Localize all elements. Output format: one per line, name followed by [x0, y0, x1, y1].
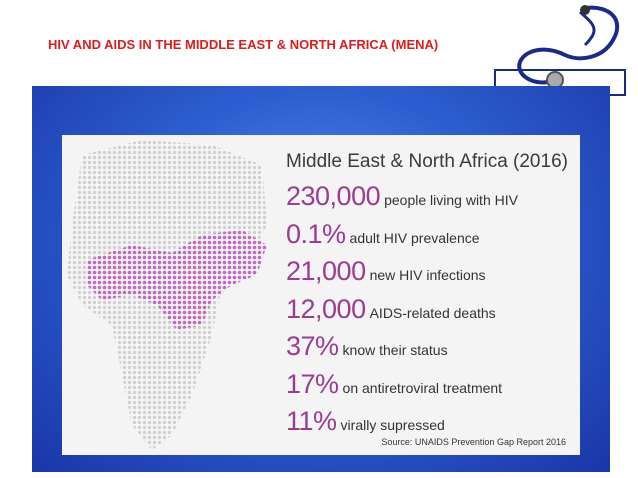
source-note: Source: UNAIDS Prevention Gap Report 201… — [381, 437, 566, 447]
stat-label: people living with HIV — [384, 192, 518, 208]
stat-label: new HIV infections — [369, 267, 486, 283]
stat-value: 230,000 — [286, 181, 381, 211]
card-heading: Middle East & North Africa (2016) — [286, 151, 568, 172]
stethoscope-icon — [494, 5, 626, 96]
stat-value: 0.1% — [286, 218, 346, 249]
info-card: Middle East & North Africa (2016) Source… — [62, 135, 580, 455]
stat-value: 17% — [286, 368, 339, 399]
stat-label: know their status — [342, 342, 448, 358]
stat-row: 21,000 new HIV infections — [286, 256, 486, 287]
stat-label: on antiretroviral treatment — [342, 379, 503, 396]
stat-value: 37% — [286, 331, 339, 361]
stat-value: 21,000 — [286, 256, 366, 286]
stat-row: 11% virally supressed — [286, 406, 445, 437]
stat-row: 12,000 AIDS-related deaths — [286, 294, 496, 325]
stat-row: 17% on antiretroviral treatment — [286, 369, 502, 400]
stat-label: AIDS-related deaths — [369, 304, 496, 321]
map — [67, 140, 267, 450]
stat-value: 11% — [286, 406, 337, 436]
stat-label: virally supressed — [340, 417, 445, 433]
stat-value: 12,000 — [286, 293, 366, 324]
stat-row: 37% know their status — [286, 331, 448, 362]
stat-row: 230,000 people living with HIV — [286, 181, 518, 212]
stat-row: 0.1% adult HIV prevalence — [286, 219, 480, 250]
stat-label: adult HIV prevalence — [349, 229, 480, 246]
slide-title: HIV AND AIDS IN THE MIDDLE EAST & NORTH … — [48, 37, 439, 52]
